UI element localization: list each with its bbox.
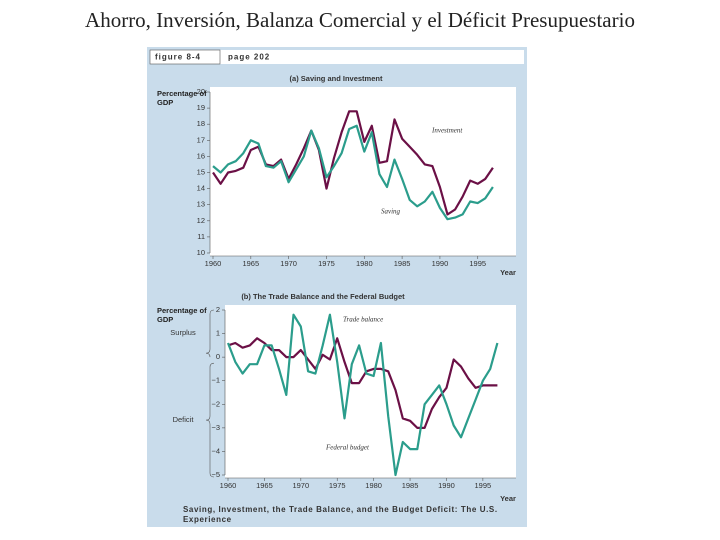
x-tick-label: 1975 bbox=[329, 481, 346, 490]
chart-title: (a) Saving and Investment bbox=[290, 74, 383, 83]
y-tick-label: −3 bbox=[211, 423, 220, 432]
x-tick-label: 1980 bbox=[365, 481, 382, 490]
slide-title: Ahorro, Inversión, Balanza Comercial y e… bbox=[85, 8, 635, 32]
x-tick-label: 1965 bbox=[242, 259, 259, 268]
y-tick-label: 17 bbox=[197, 135, 205, 144]
figure-tag bbox=[149, 49, 221, 65]
x-tick-label: 1960 bbox=[220, 481, 237, 490]
y-tick-label: 13 bbox=[197, 200, 205, 209]
y-tick-label: 20 bbox=[197, 87, 205, 96]
series-label: Federal budget bbox=[325, 444, 370, 452]
x-tick-label: 1985 bbox=[394, 259, 411, 268]
x-tick-label: 1965 bbox=[256, 481, 273, 490]
x-tick-label: 1995 bbox=[475, 481, 492, 490]
y-tick-label: 11 bbox=[197, 232, 205, 241]
x-tick-label: 1980 bbox=[356, 259, 373, 268]
y-tick-label: 2 bbox=[216, 305, 220, 314]
x-tick-label: 1970 bbox=[292, 481, 309, 490]
y-tick-label: 1 bbox=[216, 329, 220, 338]
x-tick-label: 1990 bbox=[438, 481, 455, 490]
x-tick-label: 1990 bbox=[432, 259, 449, 268]
figure-caption: Saving, Investment, the Trade Balance, a… bbox=[183, 505, 498, 524]
deficit-label: Deficit bbox=[173, 415, 195, 424]
data-line bbox=[212, 124, 494, 221]
page-label: page 202 bbox=[228, 53, 270, 62]
x-axis-label: Year bbox=[500, 268, 516, 277]
series-label: Saving bbox=[381, 208, 401, 216]
y-tick-label: 12 bbox=[197, 216, 205, 225]
plot-area bbox=[225, 305, 516, 478]
y-tick-label: 16 bbox=[197, 151, 205, 160]
surplus-brace bbox=[205, 309, 215, 358]
y-axis-label: Percentage of GDP bbox=[157, 89, 207, 107]
series-label: Investment bbox=[431, 127, 463, 135]
surplus-label: Surplus bbox=[170, 328, 196, 337]
chart-title: (b) The Trade Balance and the Federal Bu… bbox=[241, 292, 405, 301]
figure-header bbox=[150, 50, 524, 64]
figure-label: figure 8-4 bbox=[155, 53, 201, 62]
y-tick-label: −2 bbox=[211, 399, 220, 408]
y-tick-label: 18 bbox=[197, 119, 205, 128]
x-tick-label: 1960 bbox=[205, 259, 222, 268]
x-tick-label: 1970 bbox=[280, 259, 297, 268]
y-tick-label: 19 bbox=[197, 103, 205, 112]
y-tick-label: −1 bbox=[211, 376, 220, 385]
x-tick-label: 1995 bbox=[469, 259, 486, 268]
deficit-brace bbox=[205, 362, 215, 478]
y-tick-label: −5 bbox=[211, 470, 220, 479]
y-tick-label: −4 bbox=[211, 446, 220, 455]
x-tick-label: 1985 bbox=[402, 481, 419, 490]
x-tick-label: 1975 bbox=[318, 259, 335, 268]
y-tick-label: 14 bbox=[197, 184, 205, 193]
x-axis-label: Year bbox=[500, 494, 516, 503]
y-tick-label: 15 bbox=[197, 167, 205, 176]
y-axis-label: Percentage of GDP bbox=[157, 306, 207, 324]
plot-area bbox=[210, 87, 516, 256]
data-line bbox=[226, 313, 499, 477]
y-tick-label: 10 bbox=[197, 248, 205, 257]
y-tick-label: 0 bbox=[216, 352, 220, 361]
series-label: Trade balance bbox=[343, 316, 383, 324]
